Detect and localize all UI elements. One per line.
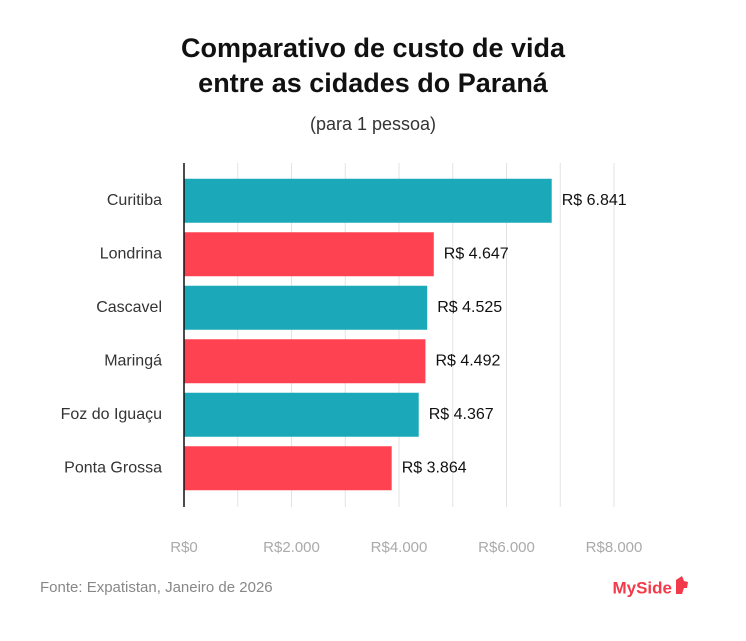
bar [184, 285, 428, 330]
value-label: R$ 6.841 [562, 192, 627, 209]
bar [184, 339, 426, 384]
y-tick-label: Cascavel [96, 299, 162, 316]
y-tick-label: Curitiba [107, 192, 162, 209]
bar [184, 392, 419, 437]
chart-title: entre as cidades do Paraná [198, 68, 549, 98]
x-tick-label: R$8.000 [586, 539, 643, 556]
x-tick-label: R$0 [170, 539, 198, 556]
y-tick-label: Ponta Grossa [64, 459, 162, 476]
brand-icon [676, 576, 688, 594]
y-tick-label: Londrina [100, 245, 162, 262]
bar [184, 178, 552, 223]
value-label: R$ 4.492 [435, 352, 500, 369]
value-label: R$ 3.864 [402, 459, 467, 476]
x-tick-label: R$2.000 [263, 539, 320, 556]
bar [184, 446, 392, 491]
chart-title: Comparativo de custo de vida [181, 33, 566, 63]
bar [184, 232, 434, 277]
value-label: R$ 4.525 [437, 299, 502, 316]
chart-subtitle: (para 1 pessoa) [310, 114, 436, 134]
value-label: R$ 4.647 [444, 245, 509, 262]
y-tick-label: Foz do Iguaçu [61, 406, 162, 423]
brand-logo: MySide [612, 578, 672, 597]
value-label: R$ 4.367 [429, 406, 494, 423]
y-tick-label: Maringá [104, 352, 162, 369]
x-tick-label: R$6.000 [478, 539, 535, 556]
x-tick-label: R$4.000 [371, 539, 428, 556]
source-note: Fonte: Expatistan, Janeiro de 2026 [40, 579, 273, 596]
